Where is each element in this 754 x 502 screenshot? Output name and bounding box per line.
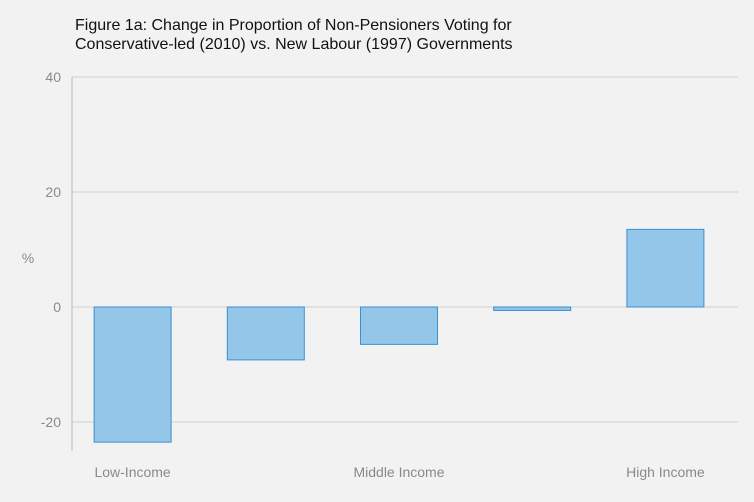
y-tick-label: 40 (45, 69, 61, 85)
y-axis-label: % (22, 250, 34, 266)
chart-title-line-2: Conservative-led (2010) vs. New Labour (… (75, 36, 513, 53)
x-category-label: High Income (626, 464, 705, 480)
chart-title: Figure 1a: Change in Proportion of Non-P… (75, 16, 715, 54)
bar (626, 228, 705, 308)
y-tick-label: 0 (53, 299, 61, 315)
y-tick-label: -20 (41, 414, 61, 430)
x-category-label: Middle Income (353, 464, 444, 480)
bar (493, 306, 572, 311)
bar (360, 306, 438, 345)
chart-title-line-1: Figure 1a: Change in Proportion of Non-P… (75, 17, 512, 34)
y-tick-label: 20 (45, 184, 61, 200)
bar (93, 306, 172, 443)
x-category-label: Low-Income (94, 464, 170, 480)
bar (226, 306, 305, 361)
